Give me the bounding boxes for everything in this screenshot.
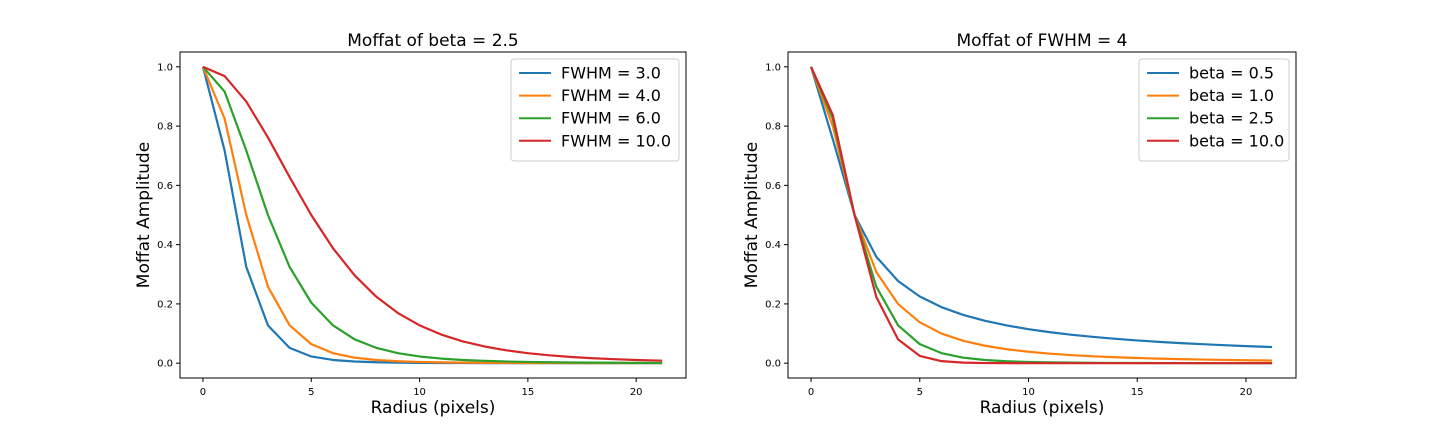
y-tick-label: 0.2	[157, 299, 173, 310]
axes-frame	[179, 51, 687, 379]
x-tick-label: 15	[1131, 387, 1144, 398]
x-tick-label: 10	[413, 387, 426, 398]
series-line-4	[810, 66, 1273, 365]
y-tick-label: 0.6	[157, 181, 173, 192]
legend-entry: FWHM = 4.0	[561, 86, 661, 105]
series-line-4	[202, 65, 663, 362]
y-tick-label: 0.8	[157, 122, 173, 133]
y-tick-label: 0.4	[765, 240, 781, 251]
legend-entry: FWHM = 3.0	[561, 64, 661, 83]
legend-box	[510, 58, 680, 162]
y-axis-label: Moffat Amplitude	[134, 142, 154, 288]
legend: FWHM = 3.0 FWHM = 4.0 FWHM = 6.0 FWHM = 10.…	[510, 58, 680, 162]
y-tick-label: 1.0	[157, 62, 173, 73]
series-line-1	[809, 66, 1273, 349]
legend-entry: beta = 2.5	[1189, 109, 1274, 128]
axes-frame	[787, 51, 1297, 379]
y-axis-label: Moffat Amplitude	[742, 142, 762, 288]
x-tick-label: 10	[1022, 387, 1035, 398]
legend-entry: FWHM = 10.0	[561, 131, 671, 150]
y-tick-label: 0.0	[157, 359, 173, 370]
y-tick-label: 0.6	[765, 181, 781, 192]
legend: beta = 0.5 beta = 1.0 beta = 2.5 beta = 10.…	[1138, 58, 1290, 162]
y-tick-label: 0.8	[765, 122, 781, 133]
series-line-2	[810, 66, 1273, 362]
x-tick-label: 20	[630, 387, 643, 398]
x-tick-label: 0	[808, 387, 814, 398]
x-tick-label: 0	[200, 387, 206, 398]
x-tick-label: 20	[1240, 387, 1253, 398]
y-tick-label: 1.0	[765, 62, 781, 73]
x-tick-label: 15	[522, 387, 535, 398]
x-axis-label: Radius (pixels)	[371, 398, 496, 418]
x-tick-label: 5	[308, 387, 314, 398]
legend-entry: beta = 0.5	[1189, 64, 1274, 83]
chart-title: Moffat of beta = 2.5	[347, 31, 518, 51]
legend-box	[1138, 58, 1290, 162]
y-tick-label: 0.0	[765, 359, 781, 370]
legend-entry: FWHM = 6.0	[561, 109, 661, 128]
legend-entry: beta = 10.0	[1189, 131, 1284, 150]
y-tick-label: 0.4	[157, 240, 173, 251]
x-tick-label: 5	[917, 387, 923, 398]
legend-entry: beta = 1.0	[1189, 86, 1274, 105]
x-axis-label: Radius (pixels)	[980, 398, 1105, 418]
chart-title: Moffat of FWHM = 4	[957, 31, 1128, 51]
series-line-3	[202, 66, 663, 365]
chart-panel-1: 0 5 10 15 20 0.0 0.2 0.4 0.6 0.8 1.0 Moffat of beta…	[134, 31, 687, 418]
chart-panel-2: 0 5 10 15 20 0.0 0.2 0.4 0.6 0.8 1.0 Moffat of FWHM…	[742, 31, 1297, 418]
y-tick-label: 0.2	[765, 299, 781, 310]
